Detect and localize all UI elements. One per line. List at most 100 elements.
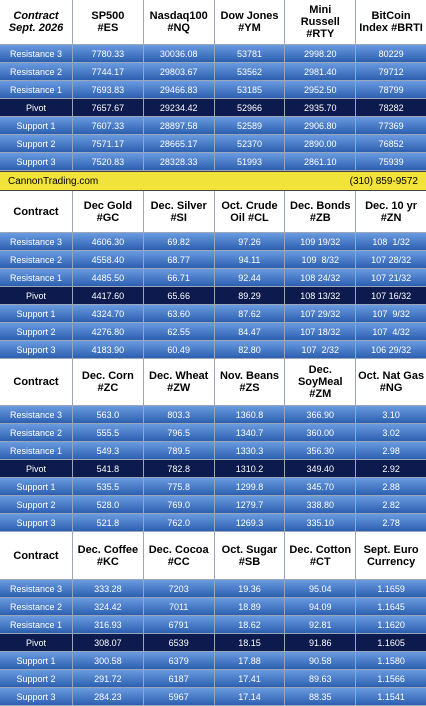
column-header: Dec. Corn #ZC — [73, 359, 143, 405]
price-cell: 360.00 — [285, 424, 356, 441]
price-cell: 1360.8 — [214, 406, 285, 423]
price-cell: 106 29/32 — [356, 341, 426, 358]
price-cell: 324.42 — [73, 598, 143, 615]
price-cell: 4606.30 — [73, 233, 143, 250]
price-cell: 1.1645 — [356, 598, 426, 615]
price-cell: 68.77 — [143, 251, 214, 268]
price-cell: 89.29 — [214, 287, 285, 304]
price-cell: 19.36 — [214, 580, 285, 597]
price-cell: 69.82 — [143, 233, 214, 250]
price-cell: 107 18/32 — [285, 323, 356, 340]
price-cell: 53781 — [214, 45, 285, 62]
price-cell: 2861.10 — [285, 153, 356, 170]
row-label: Support 2 — [0, 496, 72, 513]
price-table: Contract Dec. Coffee #KC Dec. Cocoa #CC Oct… — [0, 532, 426, 706]
price-cell: 535.5 — [73, 478, 143, 495]
price-table: Contract Dec. Corn #ZC Dec. Wheat #ZW Nov. … — [0, 359, 426, 532]
column-header: Sept. Euro Currency — [356, 532, 426, 579]
price-cell: 2890.00 — [285, 135, 356, 152]
price-cell: 291.72 — [73, 670, 143, 687]
price-cell: 3.02 — [356, 424, 426, 441]
row-label: Support 1 — [0, 652, 72, 669]
price-cell: 555.5 — [73, 424, 143, 441]
price-cell: 94.09 — [285, 598, 356, 615]
price-cell: 78799 — [356, 81, 426, 98]
price-cell: 7203 — [143, 580, 214, 597]
price-cell: 80229 — [356, 45, 426, 62]
price-cell: 53562 — [214, 63, 285, 80]
row-label: Support 2 — [0, 323, 72, 340]
price-cell: 6539 — [143, 634, 214, 651]
price-cell: 1.1580 — [356, 652, 426, 669]
price-cell: 109 19/32 — [285, 233, 356, 250]
price-cell: 1.1659 — [356, 580, 426, 597]
price-cell: 89.63 — [285, 670, 356, 687]
price-cell: 2952.50 — [285, 81, 356, 98]
price-cell: 92.44 — [214, 269, 285, 286]
price-cell: 528.0 — [73, 496, 143, 513]
price-cell: 7744.17 — [73, 63, 143, 80]
price-cell: 4276.80 — [73, 323, 143, 340]
price-cell: 563.0 — [73, 406, 143, 423]
row-label: Support 1 — [0, 305, 72, 322]
price-cell: 17.88 — [214, 652, 285, 669]
price-cell: 109 8/32 — [285, 251, 356, 268]
price-cell: 107 28/32 — [356, 251, 426, 268]
column-header: Dec. Cocoa #CC — [143, 532, 214, 579]
price-cell: 28328.33 — [143, 153, 214, 170]
row-label: Support 1 — [0, 478, 72, 495]
price-cell: 6187 — [143, 670, 214, 687]
price-cell: 7571.17 — [73, 135, 143, 152]
column-header: Contract — [0, 532, 72, 579]
row-label: Support 3 — [0, 514, 72, 531]
column-header: Dec. Cotton #CT — [285, 532, 356, 579]
price-cell: 52966 — [214, 99, 285, 116]
price-cell: 17.41 — [214, 670, 285, 687]
price-cell: 17.14 — [214, 688, 285, 705]
row-label: Resistance 2 — [0, 424, 72, 441]
price-cell: 7607.33 — [73, 117, 143, 134]
price-cell: 549.3 — [73, 442, 143, 459]
price-cell: 803.3 — [143, 406, 214, 423]
price-cell: 107 21/32 — [356, 269, 426, 286]
price-cell: 1269.3 — [214, 514, 285, 531]
row-label: Support 3 — [0, 341, 72, 358]
price-cell: 775.8 — [143, 478, 214, 495]
price-cell: 52370 — [214, 135, 285, 152]
price-cell: 7520.83 — [73, 153, 143, 170]
price-cell: 107 16/32 — [356, 287, 426, 304]
price-table: Contract Sept. 2026 SP500 #ES Nasdaq100 #N… — [0, 0, 426, 171]
price-cell: 108 1/32 — [356, 233, 426, 250]
row-label: Resistance 2 — [0, 251, 72, 268]
price-cell: 2.88 — [356, 478, 426, 495]
price-cell: 4485.50 — [73, 269, 143, 286]
column-header: Dec. SoyMeal #ZM — [285, 359, 356, 405]
column-header: Dec Gold #GC — [73, 191, 143, 232]
price-cell: 107 29/32 — [285, 305, 356, 322]
price-cell: 82.80 — [214, 341, 285, 358]
price-cell: 6791 — [143, 616, 214, 633]
price-cell: 345.70 — [285, 478, 356, 495]
column-header: Contract — [0, 191, 72, 232]
price-cell: 77369 — [356, 117, 426, 134]
price-cell: 1.1605 — [356, 634, 426, 651]
price-cell: 91.86 — [285, 634, 356, 651]
price-cell: 1.1541 — [356, 688, 426, 705]
price-cell: 789.5 — [143, 442, 214, 459]
price-cell: 5967 — [143, 688, 214, 705]
column-header: Dec. Bonds #ZB — [285, 191, 356, 232]
price-cell: 2935.70 — [285, 99, 356, 116]
price-cell: 541.8 — [73, 460, 143, 477]
price-cell: 796.5 — [143, 424, 214, 441]
price-cell: 29803.67 — [143, 63, 214, 80]
column-header: Dec. Coffee #KC — [73, 532, 143, 579]
price-cell: 333.28 — [73, 580, 143, 597]
price-cell: 107 4/32 — [356, 323, 426, 340]
column-header: Contract Sept. 2026 — [0, 0, 72, 44]
price-cell: 60.49 — [143, 341, 214, 358]
price-cell: 28665.17 — [143, 135, 214, 152]
column-header: Contract — [0, 359, 72, 405]
price-cell: 107 9/32 — [356, 305, 426, 322]
price-table: Contract Dec Gold #GC Dec. Silver #SI Oct. … — [0, 191, 426, 359]
